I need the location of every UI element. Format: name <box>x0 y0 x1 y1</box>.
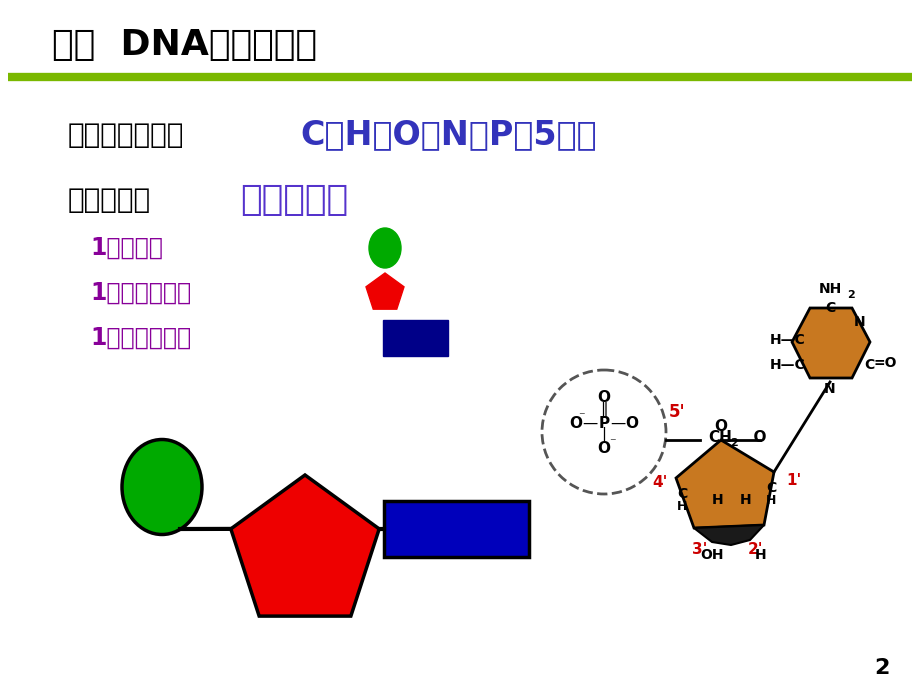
Text: ⁻: ⁻ <box>577 411 584 424</box>
Bar <box>384 501 528 557</box>
Ellipse shape <box>122 440 202 535</box>
Text: N: N <box>853 315 865 329</box>
Text: N: N <box>823 382 834 396</box>
Polygon shape <box>366 273 403 309</box>
Text: O: O <box>625 415 638 431</box>
Text: 脱氧核苷酸: 脱氧核苷酸 <box>240 183 347 217</box>
Text: 4': 4' <box>652 475 667 489</box>
Text: ⁻: ⁻ <box>608 437 615 449</box>
Text: —: — <box>582 415 597 431</box>
Text: 化学元素组成：: 化学元素组成： <box>68 121 184 149</box>
Text: H: H <box>754 548 766 562</box>
Text: 2: 2 <box>846 290 854 300</box>
Text: O: O <box>569 415 582 431</box>
Text: 2': 2' <box>747 542 763 557</box>
Text: O: O <box>596 389 610 404</box>
Polygon shape <box>693 525 763 545</box>
Text: |: | <box>601 427 606 443</box>
Text: H—C: H—C <box>769 358 805 372</box>
Text: H: H <box>765 493 776 506</box>
Polygon shape <box>791 308 869 378</box>
Text: H: H <box>711 493 723 507</box>
Text: 2: 2 <box>729 438 737 448</box>
Text: 一、  DNA的分子结构: 一、 DNA的分子结构 <box>52 28 317 62</box>
Text: C: C <box>824 301 834 315</box>
Polygon shape <box>675 440 773 528</box>
Text: 3': 3' <box>692 542 707 557</box>
Text: C: C <box>863 358 873 372</box>
Bar <box>382 320 448 356</box>
Text: OH: OH <box>699 548 723 562</box>
Text: =O: =O <box>873 356 897 370</box>
Text: O: O <box>596 440 610 455</box>
Text: P: P <box>597 415 609 431</box>
Text: 5': 5' <box>668 403 685 421</box>
Text: O: O <box>743 429 766 444</box>
Text: H: H <box>740 493 751 507</box>
Text: NH: NH <box>818 282 841 296</box>
Text: C: C <box>676 487 686 501</box>
Text: 1分子含氮碱基: 1分子含氮碱基 <box>90 326 191 350</box>
Polygon shape <box>231 475 379 616</box>
Text: C、H、O、N、P（5种）: C、H、O、N、P（5种） <box>300 119 596 152</box>
Text: 2: 2 <box>873 658 889 678</box>
Text: 1': 1' <box>785 473 800 488</box>
Text: ‖: ‖ <box>599 402 607 418</box>
Text: O: O <box>714 419 727 434</box>
Text: C: C <box>765 481 776 495</box>
Text: H—C: H—C <box>769 333 805 347</box>
Text: 1分子脱氧核糖: 1分子脱氧核糖 <box>90 281 191 305</box>
Text: 基本单位：: 基本单位： <box>68 186 151 214</box>
Text: CH: CH <box>708 429 732 444</box>
Ellipse shape <box>369 228 401 268</box>
Text: 1分子磷酸: 1分子磷酸 <box>90 236 163 260</box>
Text: H: H <box>676 500 686 513</box>
Text: —: — <box>609 415 625 431</box>
